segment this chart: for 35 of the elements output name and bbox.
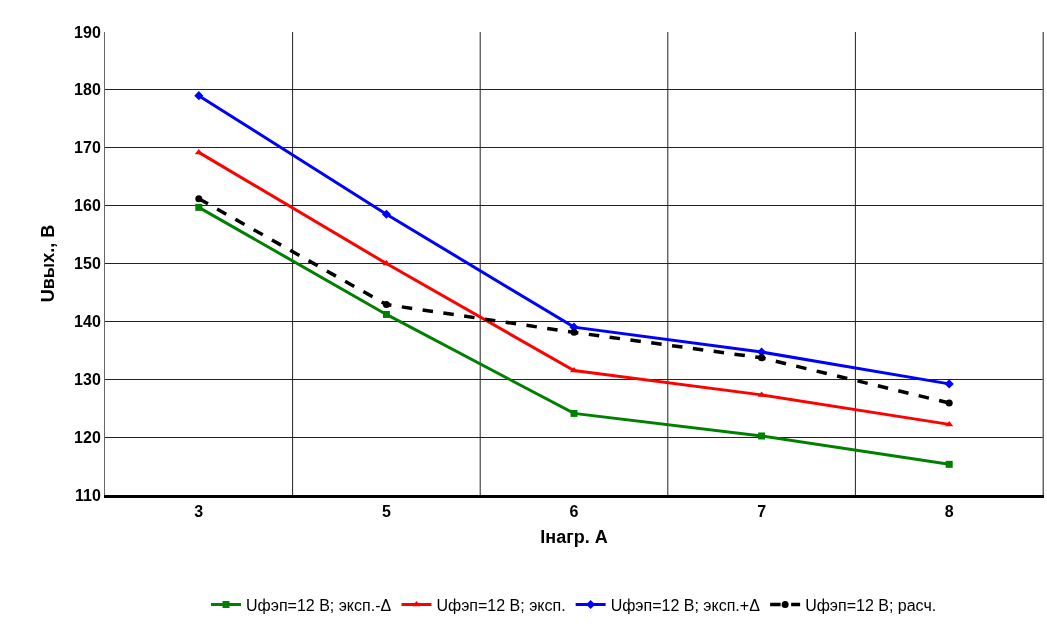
point [570, 328, 578, 336]
x-tick-label: 6 [569, 503, 579, 521]
point [945, 460, 953, 468]
y-tick-label: 150 [74, 255, 101, 273]
point [945, 399, 953, 407]
point [382, 301, 390, 309]
y-tick-label: 170 [74, 139, 101, 157]
legend-label: Uфэп=12 В; эксп.-Δ [246, 596, 392, 614]
y-tick-label: 190 [74, 23, 101, 41]
point [758, 432, 766, 440]
point [194, 91, 204, 101]
legend-label: Uфэп=12 В; расч. [805, 596, 937, 614]
point [382, 310, 390, 318]
y-tick-label: 140 [74, 312, 101, 330]
y-tick-label: 120 [74, 428, 101, 446]
point [570, 409, 578, 417]
point [945, 420, 954, 427]
legend-label: Uфэп=12 В; эксп.+Δ [610, 596, 761, 614]
x-tick-label: 7 [757, 503, 767, 521]
point [944, 379, 954, 389]
point [194, 148, 203, 155]
y-tick-label: 160 [74, 197, 101, 215]
y-axis-title: Uвых., В [38, 224, 59, 303]
y-tick-label: 110 [74, 486, 101, 504]
point [195, 203, 203, 211]
x-tick-label: 5 [381, 503, 391, 521]
x-axis-title: Iнагр. А [540, 527, 608, 548]
point [758, 354, 766, 362]
point [381, 209, 391, 219]
y-tick-label: 180 [74, 81, 101, 99]
x-tick-label: 8 [944, 503, 954, 521]
point [195, 195, 203, 203]
y-tick-label: 130 [74, 370, 101, 388]
legend-label: Uфэп=12 В; эксп. [436, 596, 566, 614]
x-tick-label: 3 [194, 503, 204, 521]
